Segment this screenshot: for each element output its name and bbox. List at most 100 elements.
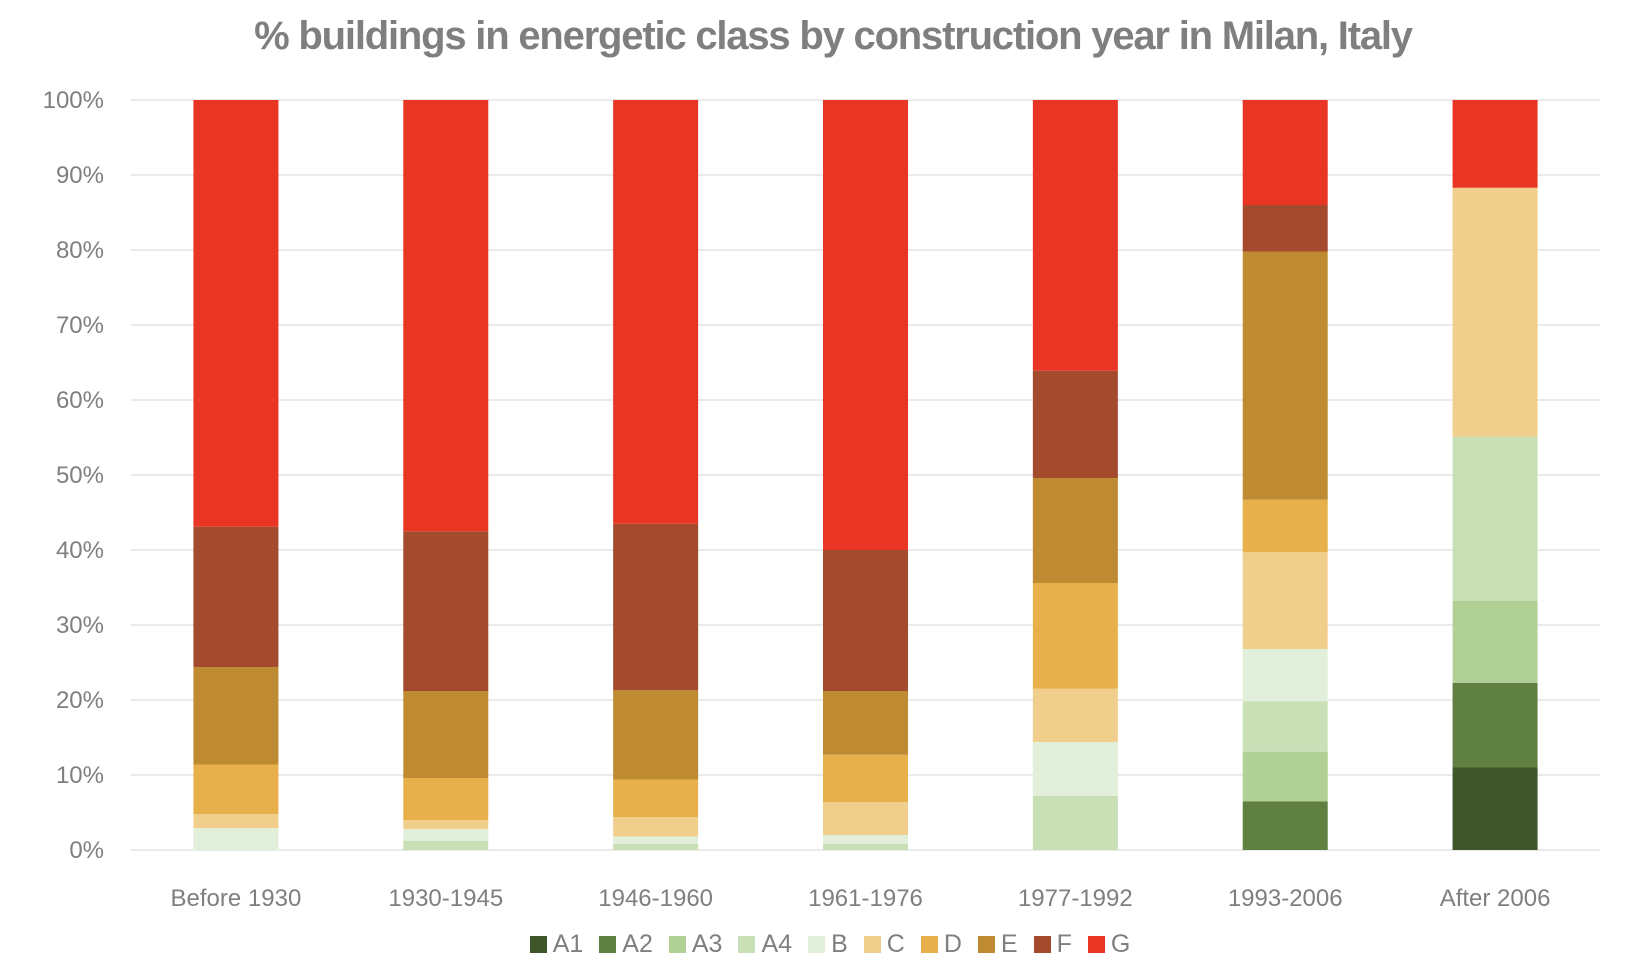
y-tick-label: 20% (56, 687, 104, 714)
bar-segment-c (193, 814, 279, 829)
legend-swatch (599, 936, 617, 953)
legend-label: F (1056, 930, 1072, 958)
bar-segment-c (1452, 187, 1538, 437)
bar-segment-c (1032, 688, 1118, 742)
bar-segment-a4 (613, 844, 699, 850)
bar-segment-b (823, 835, 908, 844)
bar-segment-f (1242, 205, 1328, 252)
y-tick-label: 40% (56, 537, 104, 564)
y-tick-label: 10% (56, 762, 104, 789)
legend-label: A3 (691, 930, 723, 958)
x-tick-label: 1993-2006 (1228, 885, 1343, 912)
legend-item-a1: A1 (529, 930, 584, 959)
x-tick-label: 1977-1992 (1018, 885, 1133, 912)
y-tick-label: 0% (69, 837, 104, 864)
legend-swatch (920, 936, 938, 953)
bar-segment-a2 (1242, 801, 1328, 850)
bar-stack (193, 100, 279, 850)
bar-segment-a3 (1452, 601, 1538, 683)
y-tick-label: 30% (56, 612, 104, 639)
legend-swatch (529, 936, 547, 953)
legend-item-c: C (863, 930, 905, 959)
x-tick-label: Before 1930 (171, 885, 302, 912)
legend-label: G (1110, 930, 1131, 958)
bar-segment-f (613, 523, 699, 691)
legend-item-a3: A3 (668, 930, 723, 959)
bar-segment-d (193, 764, 279, 814)
legend-label: D (943, 930, 962, 958)
legend-item-g: G (1087, 930, 1131, 959)
bar-segment-a4 (1452, 436, 1538, 601)
bar-segment-g (403, 100, 489, 532)
legend-swatch (738, 936, 756, 953)
legend-swatch (668, 936, 686, 953)
bar-stack (403, 100, 489, 850)
bar-segment-d (613, 779, 699, 817)
bar-segment-f (823, 550, 908, 691)
bar-segment-e (403, 691, 489, 778)
bar-segment-e (823, 691, 908, 755)
bar-segment-a4 (1032, 796, 1118, 850)
bar-segment-e (613, 690, 699, 780)
bar-segment-e (193, 667, 279, 765)
legend: A1 A2 A3 A4 B C D E F G (0, 930, 1640, 959)
bar-segment-g (1032, 100, 1118, 371)
x-tick-label: After 2006 (1440, 885, 1551, 912)
bar-segment-g (823, 100, 908, 550)
bar-segment-b (613, 836, 699, 844)
x-axis-tick-labels: Before 1930 1930-1945 1946-1960 1961-1976 19… (171, 885, 1551, 912)
legend-item-f: F (1033, 930, 1072, 959)
bar-segment-a4 (823, 844, 908, 850)
bar-segment-a2 (1452, 682, 1538, 768)
bar-segment-f (1032, 370, 1118, 478)
legend-swatch (808, 936, 826, 953)
chart-title: % buildings in energetic class by constr… (254, 14, 1413, 58)
legend-swatch (977, 936, 995, 953)
x-tick-label: 1961-1976 (808, 885, 923, 912)
legend-label: E (1000, 930, 1018, 958)
bar-segment-e (1032, 478, 1118, 583)
y-tick-label: 100% (43, 87, 104, 114)
legend-label: B (831, 930, 848, 958)
x-tick-label: 1930-1945 (388, 885, 503, 912)
bar-segment-c (823, 802, 908, 835)
y-axis-tick-labels: 0% 10% 20% 30% 40% 50% 60% 70% 80% 90% 100% (43, 87, 104, 864)
legend-item-d: D (920, 930, 962, 959)
bar-segment-g (193, 100, 279, 527)
bar-segment-g (1452, 100, 1538, 188)
bar-stack (613, 100, 699, 850)
bar-segment-d (1032, 583, 1118, 689)
bar-segment-b (403, 829, 489, 841)
legend-swatch (863, 936, 881, 953)
bar-segment-d (1242, 499, 1328, 553)
bar-segment-a3 (1242, 751, 1328, 802)
legend-swatch (1033, 936, 1051, 953)
bar-segment-b (193, 828, 279, 850)
bar-segment-e (1242, 251, 1328, 500)
bar-stack (1452, 100, 1538, 850)
bar-segment-a4 (1242, 701, 1328, 752)
y-tick-label: 70% (56, 312, 104, 339)
bars (193, 100, 1538, 850)
bar-segment-a1 (1452, 767, 1538, 850)
bar-stack (1242, 100, 1328, 850)
bar-segment-f (403, 531, 489, 691)
bar-segment-b (1242, 649, 1328, 702)
y-tick-label: 90% (56, 162, 104, 189)
legend-label: A4 (761, 930, 793, 958)
bar-stack (823, 100, 908, 850)
legend-label: C (886, 930, 905, 958)
y-tick-label: 50% (56, 462, 104, 489)
legend-item-a2: A2 (599, 930, 653, 959)
legend-swatch (1087, 936, 1105, 953)
bar-segment-a4 (403, 841, 489, 850)
legend-label: A1 (552, 930, 584, 958)
y-tick-label: 80% (56, 237, 104, 264)
bar-segment-f (193, 526, 279, 667)
y-tick-label: 60% (56, 387, 104, 414)
legend-item-b: B (808, 930, 848, 959)
bar-segment-c (1242, 552, 1328, 649)
legend-item-a4: A4 (738, 930, 792, 959)
x-tick-label: 1946-1960 (598, 885, 713, 912)
